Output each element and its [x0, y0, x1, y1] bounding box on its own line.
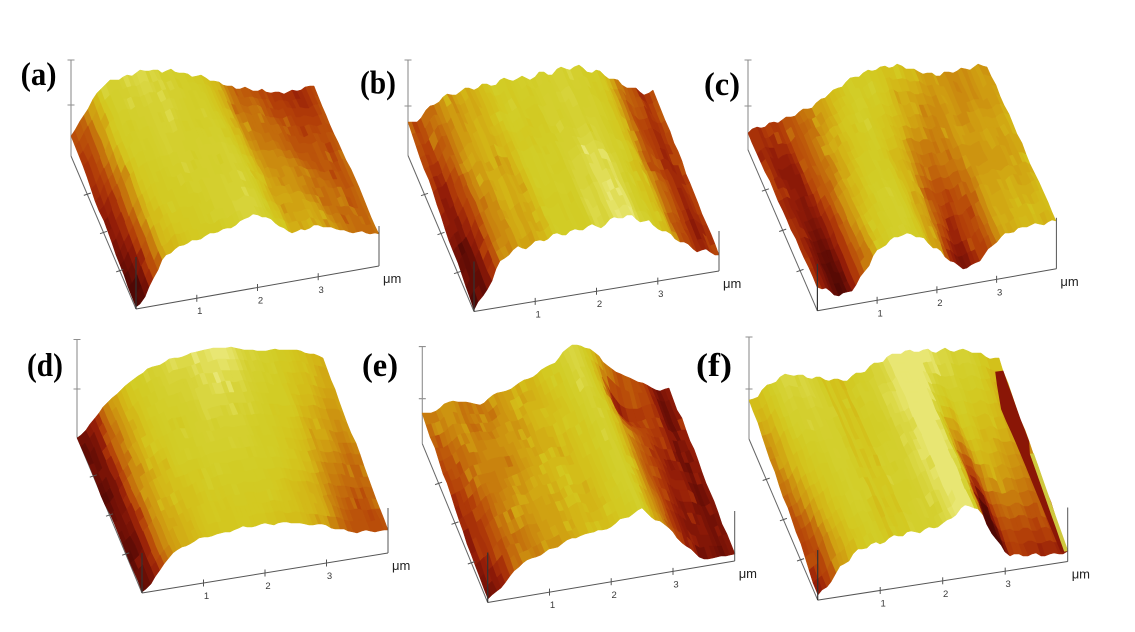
svg-text:1: 1	[881, 599, 886, 610]
svg-text:1: 1	[550, 600, 555, 611]
svg-text:3: 3	[319, 285, 324, 296]
svg-text:2: 2	[612, 590, 617, 601]
svg-text:2: 2	[258, 296, 263, 307]
svg-text:3: 3	[997, 287, 1002, 298]
svg-text:1: 1	[197, 306, 202, 317]
svg-text:μm: μm	[1060, 274, 1078, 289]
svg-text:3: 3	[658, 289, 663, 300]
svg-text:2: 2	[265, 581, 270, 592]
svg-text:(e): (e)	[362, 348, 398, 384]
svg-text:1: 1	[877, 308, 882, 319]
svg-text:μm: μm	[1072, 567, 1090, 582]
svg-text:2: 2	[943, 589, 948, 600]
svg-text:3: 3	[673, 579, 678, 590]
svg-text:1: 1	[204, 591, 209, 602]
svg-text:(b): (b)	[360, 66, 396, 102]
svg-text:3: 3	[1006, 579, 1011, 590]
svg-text:2: 2	[937, 298, 942, 309]
svg-text:1: 1	[536, 309, 541, 320]
svg-text:μm: μm	[723, 276, 741, 291]
svg-text:μm: μm	[739, 566, 757, 581]
svg-text:(a): (a)	[21, 57, 57, 93]
svg-text:μm: μm	[383, 271, 401, 286]
svg-text:(c): (c)	[704, 67, 740, 103]
svg-text:μm: μm	[392, 558, 410, 573]
svg-text:2: 2	[597, 299, 602, 310]
svg-text:(f): (f)	[696, 348, 732, 384]
svg-text:3: 3	[327, 571, 332, 582]
svg-text:(d): (d)	[27, 348, 63, 384]
